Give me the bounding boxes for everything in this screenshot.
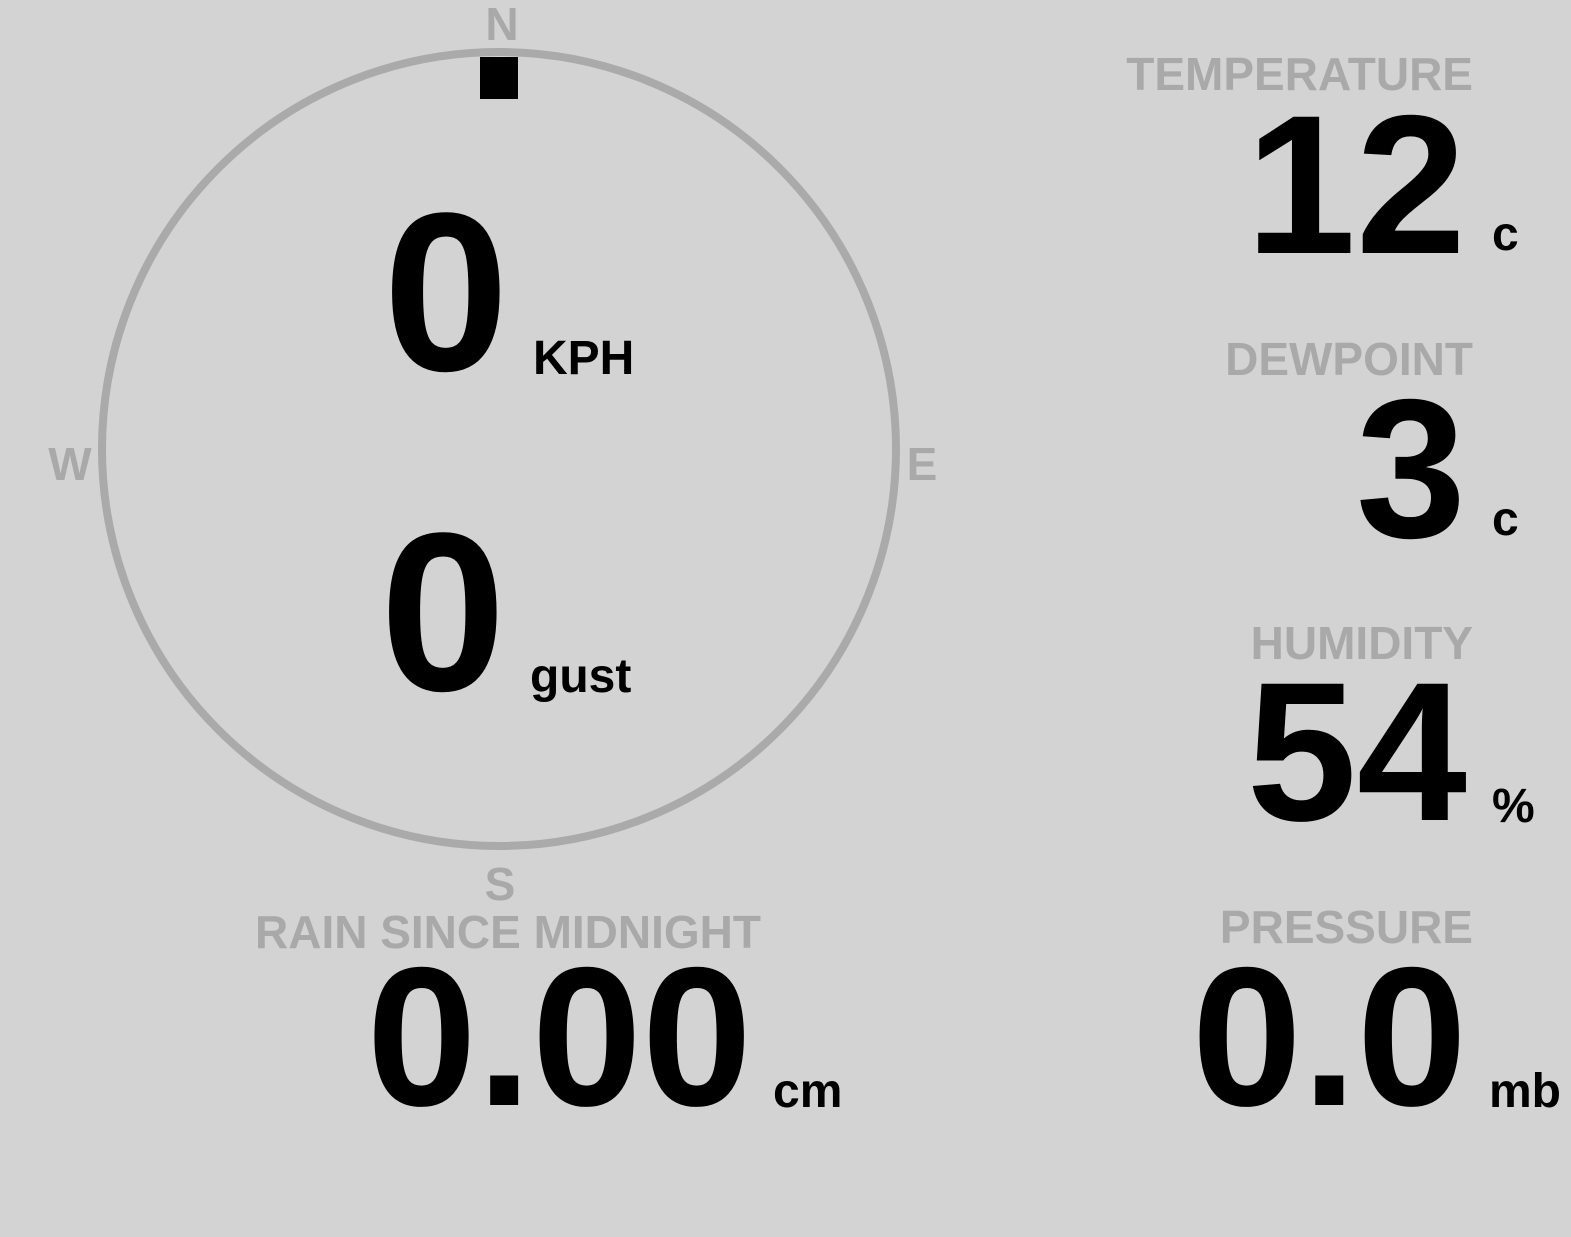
rain-value: 0.00 — [367, 926, 752, 1147]
compass-north: N — [485, 0, 518, 50]
humidity-value: 54 — [1247, 641, 1467, 862]
dewpoint-unit: c — [1492, 493, 1519, 546]
rain-unit: cm — [773, 1065, 842, 1118]
compass-ring — [98, 48, 900, 850]
pressure-unit: mb — [1489, 1065, 1561, 1118]
compass-south: S — [485, 858, 516, 910]
temperature-label: TEMPERATURE — [1126, 48, 1473, 100]
dewpoint-value: 3 — [1356, 358, 1466, 579]
temperature-unit: c — [1492, 208, 1519, 261]
wind-gust-unit: gust — [530, 650, 631, 703]
wind-gust: 0 — [380, 485, 506, 738]
compass-west: W — [48, 438, 92, 490]
rain-label: RAIN SINCE MIDNIGHT — [255, 906, 761, 958]
pressure-value: 0.0 — [1192, 926, 1467, 1147]
humidity-unit: % — [1492, 780, 1535, 833]
wind-speed: 0 — [383, 165, 509, 418]
dewpoint-label: DEWPOINT — [1225, 333, 1473, 385]
humidity-label: HUMIDITY — [1251, 617, 1473, 669]
wind-direction-marker — [480, 57, 518, 99]
pressure-label: PRESSURE — [1220, 901, 1473, 953]
wind-speed-unit: KPH — [533, 332, 634, 385]
compass-east: E — [907, 438, 938, 490]
temperature-value: 12 — [1246, 74, 1466, 295]
